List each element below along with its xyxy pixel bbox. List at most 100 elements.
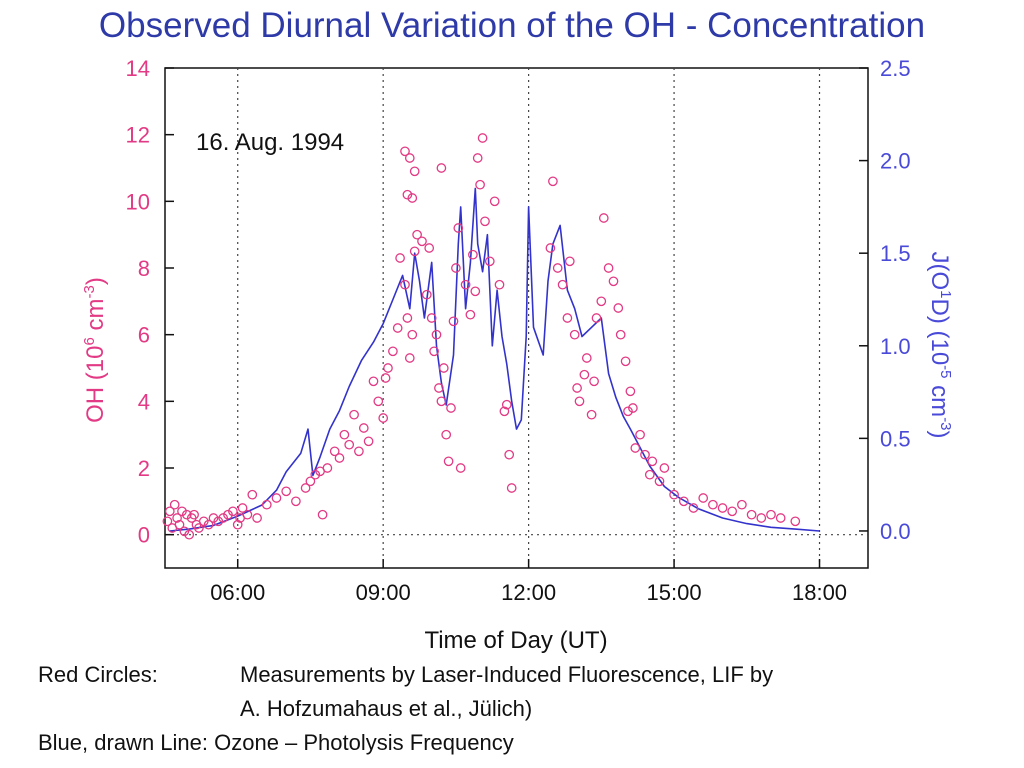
oh-point-104: [574, 396, 585, 407]
oh-point-109: [591, 313, 602, 323]
oh-point-93: [436, 163, 447, 173]
oh-point-72: [451, 263, 461, 273]
oh-point-128: [678, 496, 689, 507]
oh-point-31: [300, 483, 311, 493]
oh-point-98: [552, 263, 563, 273]
oh-point-0: [162, 516, 173, 527]
legend-red-line1: Measurements by Laser-Induced Fluorescen…: [240, 662, 774, 687]
oh-point-30: [291, 496, 301, 507]
legend-red-line2: A. Hofzumahaus et al., Jülich): [240, 696, 533, 721]
oh-point-111: [598, 213, 609, 223]
oh-point-8: [181, 509, 192, 520]
oh-point-57: [409, 246, 420, 257]
oh-point-131: [708, 499, 718, 510]
oh-point-102: [569, 329, 580, 340]
oh-point-13: [194, 523, 204, 533]
oh-point-95: [407, 193, 418, 203]
oh-point-114: [613, 303, 624, 313]
x-tick-label-3: 15:00: [647, 580, 702, 605]
oh-point-33: [310, 469, 321, 480]
oh-point-35: [317, 509, 328, 520]
oh-point-4: [172, 513, 182, 523]
oh-point-69: [443, 456, 454, 467]
oh-point-7: [179, 526, 190, 537]
oh-point-25: [247, 489, 258, 500]
oh-point-126: [659, 463, 670, 473]
oh-point-60: [421, 289, 432, 300]
right-tick-label-2: 1.0: [880, 334, 911, 359]
oh-point-58: [412, 229, 422, 240]
left-axis-title: OH (106 cm-3): [81, 277, 109, 423]
oh-point-51: [392, 323, 403, 333]
oh-point-27: [261, 499, 272, 510]
chart-legend: Red Circles: Measurements by Laser-Induc…: [38, 658, 998, 760]
left-tick-label-5: 10: [126, 189, 150, 214]
oh-point-39: [339, 429, 350, 440]
oh-point-15: [203, 519, 214, 530]
oh-point-42: [354, 446, 364, 457]
oh-point-75: [460, 279, 471, 290]
oh-point-29: [281, 486, 292, 497]
oh-point-41: [349, 409, 359, 420]
oh-point-96: [548, 176, 558, 187]
oh-point-106: [581, 353, 592, 363]
oh-point-17: [213, 516, 224, 527]
oh-point-11: [189, 509, 199, 520]
oh-point-115: [615, 329, 626, 340]
oh-point-124: [647, 456, 658, 467]
oh-point-6: [177, 506, 187, 517]
oh-point-121: [635, 429, 645, 440]
oh-point-138: [775, 513, 786, 523]
oh-point-62: [426, 313, 437, 323]
oh-point-28: [271, 493, 282, 503]
legend-blue-text: Blue, drawn Line: Ozone – Photolysis Fre…: [38, 730, 514, 755]
oh-point-122: [640, 449, 650, 460]
oh-point-63: [429, 346, 439, 357]
oh-point-9: [184, 529, 195, 540]
x-axis-title: Time of Day (UT): [424, 627, 607, 654]
oh-point-77: [468, 249, 478, 260]
photolysis-line: [169, 187, 820, 532]
oh-point-55: [404, 353, 415, 363]
x-tick-label-0: 06:00: [210, 580, 265, 605]
oh-point-76: [465, 309, 476, 320]
oh-point-81: [477, 133, 488, 143]
oh-point-108: [589, 376, 599, 387]
oh-point-38: [334, 453, 345, 463]
right-tick-label-1: 0.5: [880, 426, 911, 451]
oh-point-67: [438, 363, 449, 373]
oh-point-56: [407, 329, 418, 340]
oh-point-54: [402, 313, 413, 323]
oh-point-84: [489, 196, 500, 207]
oh-point-139: [790, 516, 801, 527]
x-tick-label-4: 18:00: [792, 580, 847, 605]
oh-point-80: [475, 179, 485, 190]
oh-point-21: [232, 519, 243, 530]
oh-point-133: [727, 506, 738, 517]
right-tick-label-3: 1.5: [880, 241, 911, 266]
legend-red: Red Circles: Measurements by Laser-Induc…: [38, 658, 998, 692]
oh-point-89: [506, 483, 517, 493]
oh-point-5: [174, 519, 185, 530]
oh-point-61: [424, 243, 435, 253]
oh-point-52: [395, 253, 405, 263]
oh-point-137: [766, 509, 776, 520]
oh-point-101: [564, 256, 575, 267]
oh-point-88: [504, 449, 515, 460]
oh-point-70: [446, 403, 456, 413]
oh-point-118: [625, 386, 636, 397]
x-tick-label-1: 09:00: [356, 580, 411, 605]
oh-point-78: [470, 286, 481, 297]
oh-point-127: [669, 489, 679, 500]
right-axis-ticks: 0.0 0.5 1.0 1.5 2.0 2.5: [859, 56, 911, 544]
right-axis-title: J(O1D) (10-5 cm-3): [926, 251, 954, 438]
oh-point-66: [436, 396, 447, 407]
oh-point-50: [388, 346, 398, 357]
oh-point-123: [644, 469, 655, 480]
oh-point-85: [494, 279, 505, 290]
oh-point-43: [358, 423, 369, 433]
oh-point-79: [472, 153, 483, 163]
oh-point-74: [455, 463, 466, 473]
left-axis-ticks: 0 2 4 6 8 10 12 14: [126, 56, 174, 548]
